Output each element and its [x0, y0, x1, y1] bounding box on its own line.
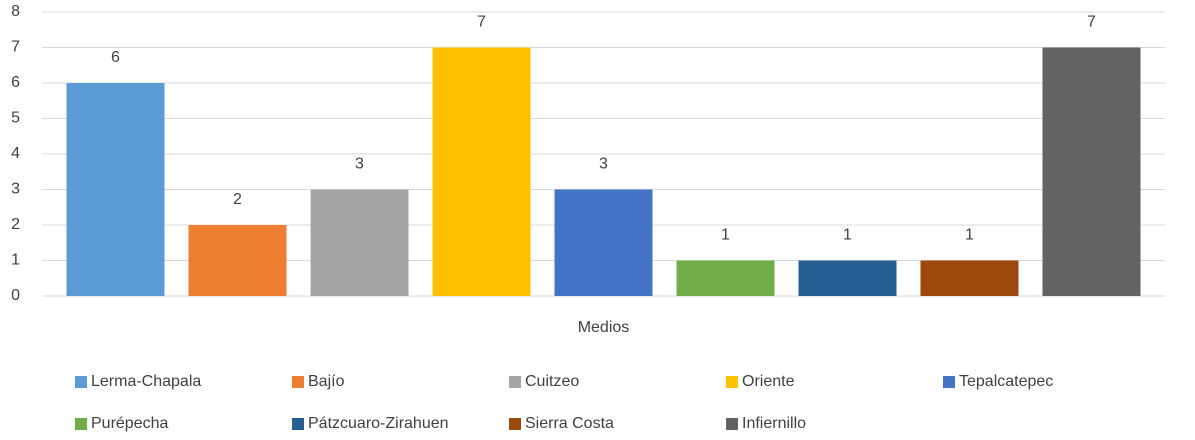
y-tick-label: 3 — [11, 181, 20, 198]
legend-label: Purépecha — [91, 415, 168, 432]
legend-label: Cuitzeo — [525, 373, 579, 390]
data-label: 1 — [965, 227, 974, 244]
legend-label: Pátzcuaro-Zirahuen — [308, 415, 449, 432]
bar — [432, 47, 531, 296]
bar — [188, 225, 287, 296]
y-tick-label: 7 — [11, 39, 20, 56]
y-tick-label: 5 — [11, 110, 20, 127]
legend-swatch — [509, 376, 521, 388]
legend-swatch — [509, 418, 521, 430]
legend-swatch — [292, 376, 304, 388]
data-label: 1 — [843, 227, 852, 244]
legend-swatch — [75, 418, 87, 430]
bar — [1042, 47, 1141, 296]
bar — [920, 260, 1019, 296]
data-label: 6 — [111, 49, 120, 66]
legend-swatch — [292, 418, 304, 430]
y-tick-label: 6 — [11, 74, 20, 91]
bar — [554, 189, 653, 296]
bar — [798, 260, 897, 296]
legend-label: Infiernillo — [742, 415, 806, 432]
legend-label: Oriente — [742, 373, 795, 390]
bar — [676, 260, 775, 296]
legend-label: Bajío — [308, 373, 345, 390]
x-tick-label: Medios — [578, 319, 630, 336]
legend-swatch — [726, 418, 738, 430]
y-tick-label: 2 — [11, 216, 20, 233]
legend-swatch — [726, 376, 738, 388]
data-label: 1 — [721, 227, 730, 244]
bar — [66, 83, 165, 296]
data-label: 3 — [355, 156, 364, 173]
data-label: 2 — [233, 191, 242, 208]
y-tick-label: 0 — [11, 287, 20, 304]
y-tick-label: 4 — [11, 145, 20, 162]
y-tick-label: 8 — [11, 3, 20, 20]
data-label: 3 — [599, 156, 608, 173]
data-label: 7 — [1087, 14, 1096, 31]
legend-swatch — [75, 376, 87, 388]
legend-label: Lerma-Chapala — [91, 373, 201, 390]
data-label: 7 — [477, 14, 486, 31]
legend-label: Tepalcatepec — [959, 373, 1053, 390]
legend-label: Sierra Costa — [525, 415, 614, 432]
legend-swatch — [943, 376, 955, 388]
bar — [310, 189, 409, 296]
y-tick-label: 1 — [11, 252, 20, 269]
